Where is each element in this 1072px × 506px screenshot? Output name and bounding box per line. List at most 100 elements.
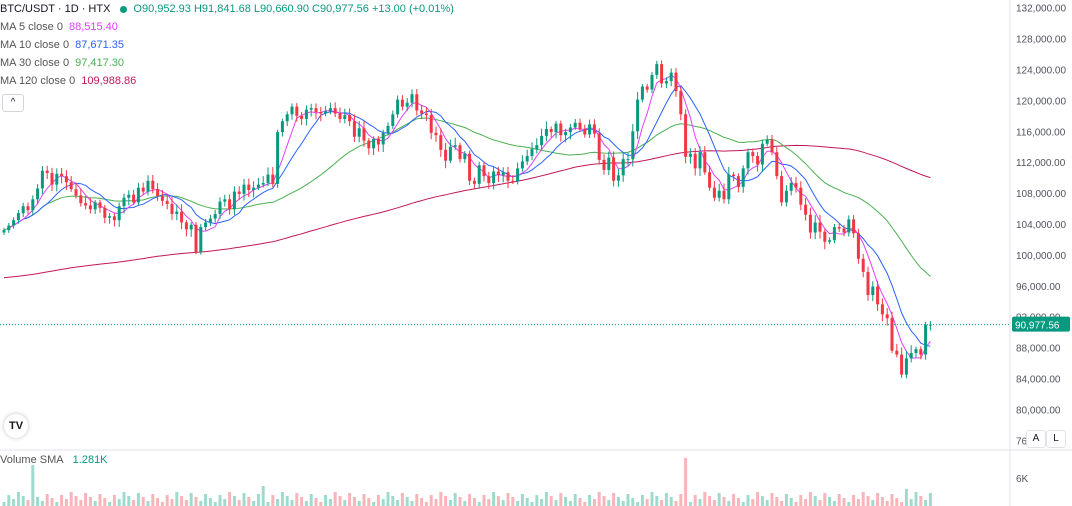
volume-bar <box>199 501 203 506</box>
candle <box>727 166 731 204</box>
candle <box>765 135 769 147</box>
candle <box>372 136 376 156</box>
y-tick-label: 124,000.00 <box>1016 66 1066 77</box>
candle <box>832 223 836 244</box>
indicator-value: 88,515.40 <box>68 21 118 33</box>
candle <box>914 346 918 358</box>
candles <box>2 60 932 379</box>
candle <box>458 142 462 163</box>
indicator-ma120[interactable]: MA 120 close 0 109,988.86 <box>0 72 454 90</box>
volume-bar <box>698 499 702 506</box>
candle <box>357 120 361 143</box>
candle <box>362 120 366 147</box>
volume-bar <box>45 494 49 506</box>
candle <box>280 118 284 137</box>
volume-bar <box>866 496 870 506</box>
candle <box>367 138 371 155</box>
volume-bar <box>324 495 328 506</box>
candle <box>861 253 865 278</box>
volume-bar <box>415 494 419 506</box>
candle <box>103 204 107 224</box>
candle <box>616 168 620 187</box>
candle <box>194 221 198 255</box>
candle <box>679 86 683 121</box>
collapse-legend-button[interactable]: ^ <box>2 94 24 112</box>
y-tick-label: 132,000.00 <box>1016 4 1066 15</box>
candle <box>535 138 539 154</box>
candle <box>876 280 880 311</box>
volume-bar <box>477 502 481 506</box>
volume-bar <box>180 496 184 506</box>
candle <box>160 189 164 206</box>
volume-bar <box>823 493 827 506</box>
candle <box>170 197 174 220</box>
volume-bar <box>333 492 337 506</box>
volume-bar <box>122 492 126 506</box>
volume-bar <box>424 502 428 506</box>
candle <box>746 148 750 175</box>
candle <box>7 222 11 233</box>
candle <box>621 152 625 182</box>
candle <box>770 135 774 156</box>
volume-legend[interactable]: Volume SMA 1.281K <box>0 454 108 466</box>
candle <box>261 176 265 188</box>
candle <box>588 119 592 138</box>
candle <box>165 194 169 210</box>
volume-bar <box>674 501 678 506</box>
y-tick-label: 80,000.00 <box>1016 405 1061 416</box>
volume-bar <box>74 496 78 506</box>
candle <box>789 177 793 196</box>
volume-bar <box>376 495 380 506</box>
candle <box>256 177 260 191</box>
candle <box>242 178 246 201</box>
candle <box>564 128 568 143</box>
volume-bar <box>520 494 524 506</box>
auto-scale-button[interactable]: A <box>1026 430 1046 448</box>
volume-bar <box>64 499 68 506</box>
candle <box>568 123 572 140</box>
volume-bar <box>612 493 616 506</box>
volume-bar <box>852 495 856 506</box>
symbol-title[interactable]: BTC/USDT · 1D · HTX <box>0 3 111 15</box>
indicator-value: 87,671.35 <box>75 39 125 51</box>
indicator-ma10[interactable]: MA 10 close 0 87,671.35 <box>0 36 454 54</box>
volume-bar <box>564 497 568 506</box>
volume-bar <box>156 498 160 506</box>
candle <box>156 183 160 201</box>
volume-bar <box>847 502 851 506</box>
volume-bar <box>439 492 443 506</box>
volume-bar <box>26 500 30 506</box>
candle <box>31 195 35 215</box>
tradingview-logo-icon[interactable]: TV <box>4 414 28 438</box>
candle <box>540 128 544 151</box>
candle <box>338 107 342 123</box>
candle <box>300 112 304 126</box>
candle <box>607 151 611 176</box>
volume-bar <box>549 496 553 506</box>
indicator-ma30[interactable]: MA 30 close 0 97,417.30 <box>0 54 454 72</box>
volume-bar <box>472 498 476 506</box>
volume-bar <box>842 498 846 506</box>
candle <box>736 173 740 193</box>
volume-bar <box>405 497 409 506</box>
volume-bar <box>775 497 779 506</box>
candle <box>837 223 841 232</box>
indicator-label: MA 120 close 0 <box>0 75 76 87</box>
log-scale-button[interactable]: L <box>1046 430 1066 448</box>
volume-bar <box>808 492 812 506</box>
candle <box>506 166 510 189</box>
candle <box>410 89 414 108</box>
volume-bar <box>136 493 140 506</box>
volume-bar <box>765 500 769 506</box>
indicator-ma5[interactable]: MA 5 close 0 88,515.40 <box>0 18 454 36</box>
candle <box>852 215 856 238</box>
volume-bar <box>170 499 174 506</box>
volume-bar <box>300 497 304 506</box>
candle <box>808 207 812 239</box>
candle <box>348 108 352 127</box>
volume-bar <box>602 496 606 506</box>
candle <box>813 215 817 240</box>
volume-bar <box>343 500 347 506</box>
